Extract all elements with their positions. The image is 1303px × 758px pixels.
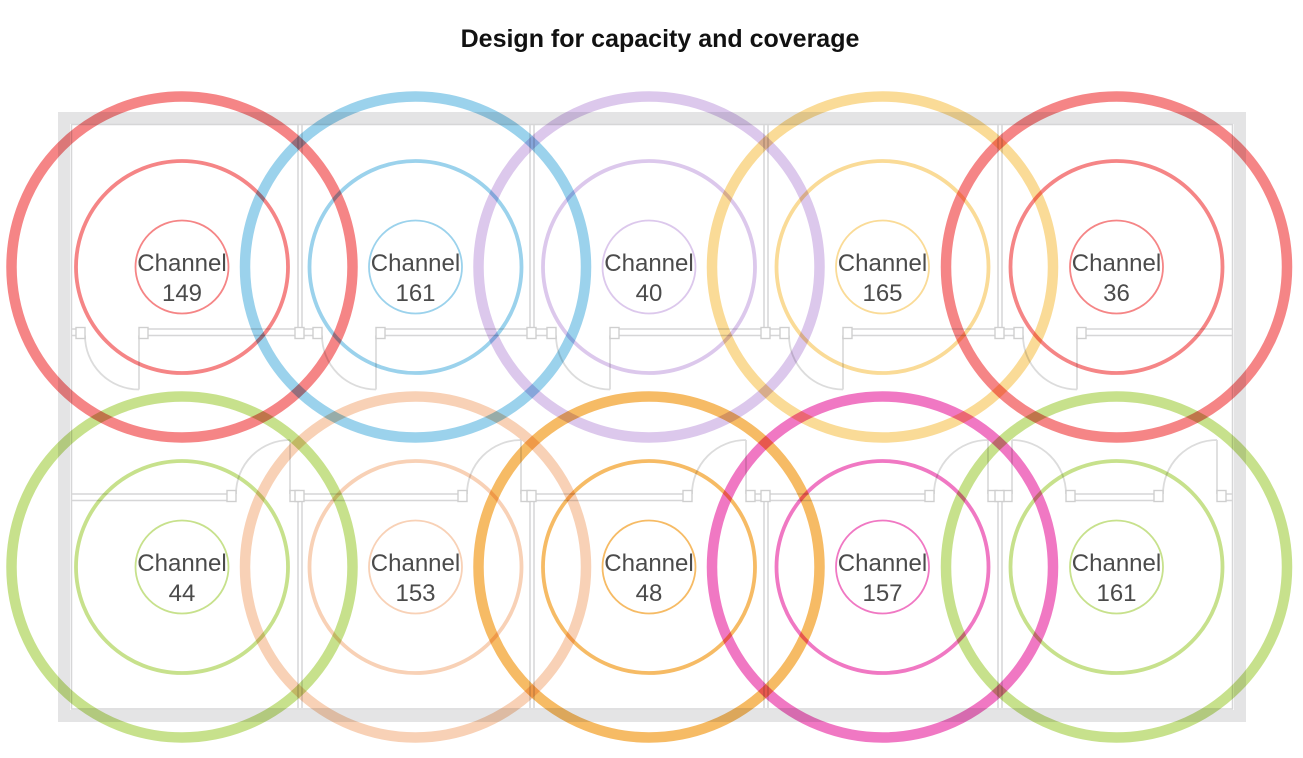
door-jamb — [1216, 489, 1227, 503]
ap-149-middle-ring — [74, 159, 290, 375]
door-jamb — [924, 489, 935, 503]
door-jamb — [138, 326, 149, 340]
outer-wall-inner-face — [70, 123, 1234, 710]
ap-label-channel-161: Channel 161 — [1072, 549, 1161, 609]
ap-label-channel-44: Channel 44 — [137, 549, 226, 609]
ap-channel-number: 157 — [862, 580, 903, 607]
ap-label-word: Channel — [1071, 250, 1162, 277]
ap-149-outer-ring — [6, 91, 358, 443]
floor-plan — [58, 112, 1246, 722]
door-jamb — [526, 326, 537, 340]
ap-label-word: Channel — [1071, 550, 1162, 577]
ap-165-middle-ring — [774, 159, 991, 375]
ap-label-channel-153: Channel 153 — [371, 549, 460, 609]
ap-165-outer-ring — [706, 91, 1059, 443]
ap-48-inner-ring — [601, 519, 697, 615]
door-jambs — [75, 326, 1227, 503]
door-jamb — [682, 489, 693, 503]
ap-channel-number: 153 — [395, 580, 436, 607]
ap-label-channel-40: Channel 40 — [604, 249, 693, 309]
ap-36-outer-ring — [940, 91, 1293, 443]
ap-label-word: Channel — [370, 550, 461, 577]
door-jamb — [294, 489, 305, 503]
door-jamb — [760, 489, 771, 503]
ap-channel-number: 149 — [161, 280, 203, 307]
ap-40-middle-ring — [541, 159, 757, 375]
ap-channel-number: 48 — [635, 580, 663, 607]
ap-channel-number: 44 — [168, 580, 196, 607]
door-jamb — [994, 489, 1005, 503]
ap-40-inner-ring — [601, 219, 697, 315]
door-jamb — [842, 326, 853, 340]
ap-label-word: Channel — [837, 250, 928, 277]
ap-36-inner-ring — [1069, 219, 1164, 315]
door-jamb — [994, 326, 1005, 340]
ap-label-channel-36: Channel 36 — [1072, 249, 1161, 309]
ap-157-middle-ring — [774, 459, 991, 675]
door-jamb — [226, 489, 237, 503]
outer-wall — [58, 112, 1246, 722]
door-jamb — [609, 326, 620, 340]
door-jamb — [75, 326, 86, 340]
ap-channel-number: 161 — [1096, 580, 1137, 607]
ap-label-word: Channel — [604, 250, 694, 277]
ap-153-middle-ring — [307, 459, 524, 675]
ap-153-outer-ring — [239, 391, 592, 743]
ap-157-inner-ring — [835, 519, 930, 615]
ap-label-word: Channel — [137, 250, 227, 277]
ap-161-outer-ring — [940, 391, 1293, 743]
door-jamb — [375, 326, 386, 340]
ap-40-outer-ring — [473, 91, 825, 443]
interior-walls — [71, 125, 1232, 708]
ap-label-channel-149: Channel 149 — [137, 249, 226, 309]
ap-161-inner-ring — [368, 219, 463, 315]
page-title: Design for capacity and coverage — [460, 25, 860, 53]
ap-161-outer-ring — [239, 91, 592, 443]
ap-channel-number: 165 — [862, 280, 903, 307]
ap-label-channel-157: Channel 157 — [838, 549, 927, 609]
ap-label-channel-165: Channel 165 — [838, 249, 927, 309]
door-jamb — [760, 326, 771, 340]
ap-label-channel-48: Channel 48 — [604, 549, 693, 609]
door-jamb — [745, 489, 756, 503]
ap-label-channel-161: Channel 161 — [371, 249, 460, 309]
door-jamb — [457, 489, 468, 503]
ap-44-middle-ring — [74, 459, 290, 675]
door-jamb — [546, 326, 557, 340]
door-jamb — [1153, 489, 1164, 503]
ap-161-middle-ring — [307, 159, 524, 375]
door-jamb — [526, 489, 537, 503]
ap-149-inner-ring — [134, 219, 230, 315]
ap-channel-number: 161 — [395, 280, 436, 307]
door-jamb — [312, 326, 323, 340]
door-jamb — [1013, 326, 1024, 340]
ap-161-middle-ring — [1008, 459, 1225, 675]
door-jamb — [1076, 326, 1087, 340]
ap-channel-number: 40 — [635, 280, 663, 307]
ap-label-word: Channel — [604, 550, 694, 577]
door-jamb — [779, 326, 790, 340]
door-jamb — [294, 326, 305, 340]
ap-165-inner-ring — [835, 219, 930, 315]
coverage-circles — [6, 91, 1293, 743]
ap-157-outer-ring — [706, 391, 1059, 743]
ap-153-inner-ring — [368, 519, 463, 615]
ap-161-inner-ring — [1069, 519, 1164, 615]
ap-label-word: Channel — [137, 550, 227, 577]
ap-44-inner-ring — [134, 519, 230, 615]
ap-label-word: Channel — [370, 250, 461, 277]
ap-48-middle-ring — [541, 459, 757, 675]
ap-48-outer-ring — [473, 391, 825, 743]
door-jamb — [1065, 489, 1076, 503]
ap-36-middle-ring — [1008, 159, 1225, 375]
ap-label-word: Channel — [837, 550, 928, 577]
ap-44-outer-ring — [6, 391, 358, 743]
ap-channel-number: 36 — [1103, 280, 1130, 307]
